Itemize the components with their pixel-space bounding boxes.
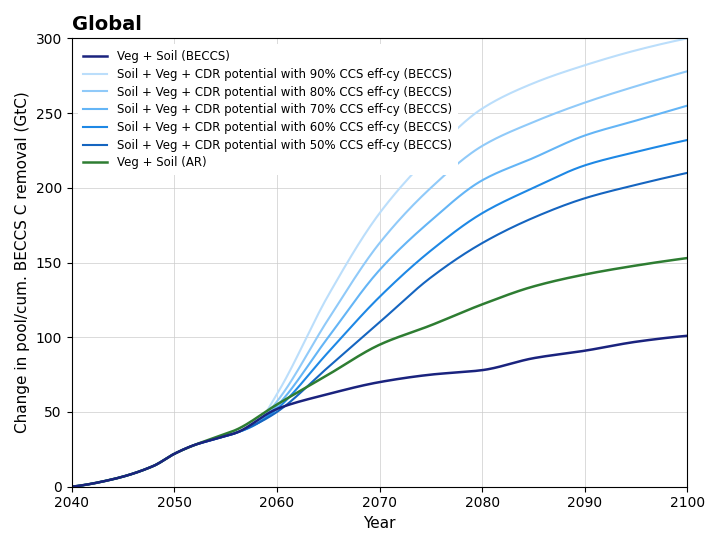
Soil + Veg + CDR potential with 90% CCS eff-cy (BECCS): [444, 134, 453, 140]
Soil + Veg + CDR potential with 90% CCS eff-cy (BECCS): [434, 144, 443, 151]
Soil + Veg + CDR potential with 50% CCS eff-cy (BECCS): [444, 262, 453, 268]
Line: Soil + Veg + CDR potential with 90% CCS eff-cy (BECCS): Soil + Veg + CDR potential with 90% CCS …: [72, 38, 688, 486]
Veg + Soil (AR): [432, 320, 441, 327]
Soil + Veg + CDR potential with 60% CCS eff-cy (BECCS): [586, 161, 595, 167]
Soil + Veg + CDR potential with 70% CCS eff-cy (BECCS): [683, 102, 692, 109]
Soil + Veg + CDR potential with 60% CCS eff-cy (BECCS): [434, 241, 443, 248]
Soil + Veg + CDR potential with 80% CCS eff-cy (BECCS): [432, 180, 441, 186]
Veg + Soil (BECCS): [434, 371, 443, 377]
Soil + Veg + CDR potential with 70% CCS eff-cy (BECCS): [444, 202, 453, 209]
Line: Soil + Veg + CDR potential with 50% CCS eff-cy (BECCS): Soil + Veg + CDR potential with 50% CCS …: [72, 173, 688, 486]
Soil + Veg + CDR potential with 80% CCS eff-cy (BECCS): [626, 85, 634, 91]
Line: Soil + Veg + CDR potential with 70% CCS eff-cy (BECCS): Soil + Veg + CDR potential with 70% CCS …: [72, 105, 688, 486]
Soil + Veg + CDR potential with 90% CCS eff-cy (BECCS): [586, 60, 595, 67]
Veg + Soil (BECCS): [69, 483, 78, 490]
Soil + Veg + CDR potential with 70% CCS eff-cy (BECCS): [626, 119, 634, 126]
Veg + Soil (BECCS): [586, 347, 595, 353]
X-axis label: Year: Year: [364, 516, 396, 531]
Line: Veg + Soil (BECCS): Veg + Soil (BECCS): [72, 336, 688, 486]
Soil + Veg + CDR potential with 70% CCS eff-cy (BECCS): [434, 211, 443, 217]
Soil + Veg + CDR potential with 60% CCS eff-cy (BECCS): [683, 136, 692, 143]
Soil + Veg + CDR potential with 90% CCS eff-cy (BECCS): [432, 146, 441, 153]
Soil + Veg + CDR potential with 50% CCS eff-cy (BECCS): [68, 483, 76, 490]
Veg + Soil (AR): [434, 319, 443, 325]
Veg + Soil (BECCS): [432, 371, 441, 377]
Soil + Veg + CDR potential with 60% CCS eff-cy (BECCS): [432, 243, 441, 250]
Soil + Veg + CDR potential with 60% CCS eff-cy (BECCS): [69, 483, 78, 490]
Soil + Veg + CDR potential with 60% CCS eff-cy (BECCS): [626, 150, 634, 157]
Veg + Soil (AR): [683, 255, 692, 262]
Veg + Soil (BECCS): [683, 333, 692, 339]
Soil + Veg + CDR potential with 70% CCS eff-cy (BECCS): [432, 213, 441, 219]
Veg + Soil (AR): [69, 483, 78, 490]
Soil + Veg + CDR potential with 60% CCS eff-cy (BECCS): [68, 483, 76, 490]
Soil + Veg + CDR potential with 80% CCS eff-cy (BECCS): [68, 483, 76, 490]
Soil + Veg + CDR potential with 70% CCS eff-cy (BECCS): [68, 483, 76, 490]
Soil + Veg + CDR potential with 70% CCS eff-cy (BECCS): [69, 483, 78, 490]
Line: Veg + Soil (AR): Veg + Soil (AR): [72, 258, 688, 486]
Veg + Soil (BECCS): [626, 340, 634, 346]
Soil + Veg + CDR potential with 90% CCS eff-cy (BECCS): [68, 483, 76, 490]
Line: Soil + Veg + CDR potential with 60% CCS eff-cy (BECCS): Soil + Veg + CDR potential with 60% CCS …: [72, 140, 688, 486]
Soil + Veg + CDR potential with 50% CCS eff-cy (BECCS): [432, 270, 441, 277]
Veg + Soil (AR): [626, 263, 634, 270]
Veg + Soil (BECCS): [68, 483, 76, 490]
Legend: Veg + Soil (BECCS), Soil + Veg + CDR potential with 90% CCS eff-cy (BECCS), Soil: Veg + Soil (BECCS), Soil + Veg + CDR pot…: [78, 44, 457, 175]
Veg + Soil (AR): [68, 483, 76, 490]
Text: Global: Global: [72, 15, 142, 34]
Soil + Veg + CDR potential with 70% CCS eff-cy (BECCS): [586, 130, 595, 137]
Soil + Veg + CDR potential with 80% CCS eff-cy (BECCS): [444, 168, 453, 175]
Veg + Soil (AR): [586, 270, 595, 277]
Soil + Veg + CDR potential with 50% CCS eff-cy (BECCS): [683, 170, 692, 176]
Soil + Veg + CDR potential with 50% CCS eff-cy (BECCS): [434, 269, 443, 275]
Soil + Veg + CDR potential with 80% CCS eff-cy (BECCS): [69, 483, 78, 490]
Soil + Veg + CDR potential with 90% CCS eff-cy (BECCS): [626, 49, 634, 55]
Y-axis label: Change in pool/cum. BECCS C removal (GtC): Change in pool/cum. BECCS C removal (GtC…: [15, 92, 30, 434]
Soil + Veg + CDR potential with 90% CCS eff-cy (BECCS): [683, 35, 692, 41]
Soil + Veg + CDR potential with 60% CCS eff-cy (BECCS): [444, 233, 453, 240]
Veg + Soil (AR): [444, 315, 453, 322]
Soil + Veg + CDR potential with 80% CCS eff-cy (BECCS): [586, 97, 595, 104]
Soil + Veg + CDR potential with 50% CCS eff-cy (BECCS): [626, 183, 634, 189]
Soil + Veg + CDR potential with 50% CCS eff-cy (BECCS): [586, 193, 595, 200]
Veg + Soil (BECCS): [444, 370, 453, 376]
Soil + Veg + CDR potential with 80% CCS eff-cy (BECCS): [434, 177, 443, 184]
Soil + Veg + CDR potential with 80% CCS eff-cy (BECCS): [683, 68, 692, 74]
Line: Soil + Veg + CDR potential with 80% CCS eff-cy (BECCS): Soil + Veg + CDR potential with 80% CCS …: [72, 71, 688, 486]
Soil + Veg + CDR potential with 90% CCS eff-cy (BECCS): [69, 483, 78, 490]
Soil + Veg + CDR potential with 50% CCS eff-cy (BECCS): [69, 483, 78, 490]
